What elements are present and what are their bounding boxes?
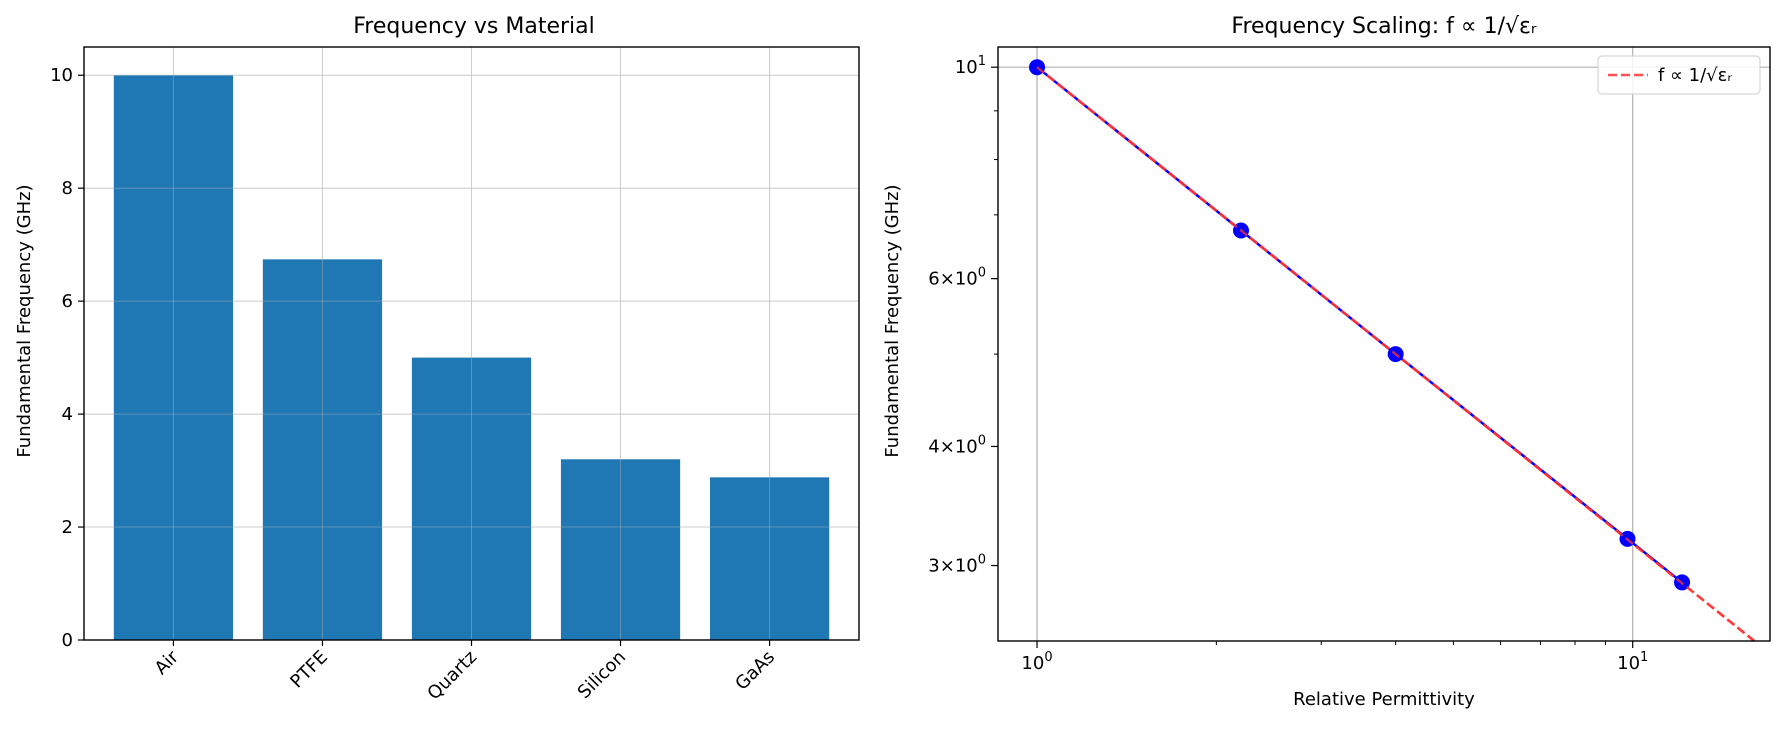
line-chart-title: Frequency Scaling: f ∝ 1/√εᵣ bbox=[1231, 14, 1536, 39]
line-chart-y-axis-label: Fundamental Frequency (GHz) bbox=[882, 184, 903, 457]
bar-chart-x-tick-label: Silicon bbox=[574, 647, 630, 703]
tick-base: 10 bbox=[955, 556, 978, 577]
tick-exponent: 0 bbox=[978, 433, 986, 448]
bar-chart: Frequency vs Material Fundamental Freque… bbox=[14, 14, 860, 705]
line-chart-legend: f ∝ 1/√εᵣ bbox=[1597, 55, 1761, 95]
line-chart-frame bbox=[997, 46, 1771, 642]
line-chart-x-tick-label: 100 bbox=[1021, 650, 1052, 674]
bar-quartz bbox=[411, 357, 532, 640]
bar-chart-y-tick-label: 6 bbox=[62, 291, 73, 312]
line-chart-series bbox=[1029, 59, 1756, 642]
tick-exponent: 0 bbox=[978, 266, 986, 281]
bar-chart-y-axis-label: Fundamental Frequency (GHz) bbox=[14, 184, 35, 457]
line-chart-y-tick-label: 3×100 bbox=[928, 553, 986, 577]
bar-chart-y-tick-label: 4 bbox=[62, 404, 73, 425]
bar-chart-x-tick-label: GaAs bbox=[731, 647, 779, 695]
tick-base: 10 bbox=[955, 436, 978, 457]
tick-mantissa: 6 bbox=[928, 269, 939, 290]
bar-chart-x-tick-label: Air bbox=[151, 646, 184, 679]
line-chart-x-axis-label: Relative Permittivity bbox=[1293, 689, 1475, 710]
bar-chart-bars bbox=[84, 47, 859, 641]
tick-mantissa: 4 bbox=[928, 436, 939, 457]
tick-exponent: 1 bbox=[1640, 650, 1648, 665]
bar-chart-x-tick-label: PTFE bbox=[286, 647, 332, 693]
legend-box bbox=[1597, 55, 1761, 95]
line-chart-x-tick-label: 101 bbox=[1617, 650, 1648, 674]
bar-chart-y-tick-label: 2 bbox=[62, 517, 73, 538]
tick-mantissa: 3 bbox=[928, 556, 939, 577]
line-chart-y-tick-label: 4×100 bbox=[928, 433, 986, 457]
tick-base: 10 bbox=[955, 269, 978, 290]
bar-chart-y-tick-label: 0 bbox=[62, 630, 73, 651]
bar-chart-y-tick-label: 8 bbox=[62, 178, 73, 199]
tick-times: × bbox=[940, 556, 955, 577]
tick-base: 10 bbox=[1021, 653, 1044, 674]
line-chart: Frequency Scaling: f ∝ 1/√εᵣ Fundamental… bbox=[882, 14, 1771, 710]
line-chart-y-tick-label: 6×100 bbox=[928, 266, 986, 290]
bar-chart-y-tick-label: 10 bbox=[50, 65, 73, 86]
line-chart-fit-line-overlay bbox=[1036, 66, 1756, 642]
bar-silicon bbox=[560, 459, 681, 640]
tick-times: × bbox=[940, 269, 955, 290]
tick-times: × bbox=[940, 436, 955, 457]
bar-gaas bbox=[709, 477, 830, 640]
tick-exponent: 1 bbox=[978, 54, 986, 69]
tick-base: 10 bbox=[1617, 653, 1640, 674]
tick-base: 10 bbox=[955, 57, 978, 78]
tick-exponent: 0 bbox=[978, 553, 986, 568]
bar-chart-x-tick-label: Quartz bbox=[423, 647, 481, 705]
bar-air bbox=[113, 75, 234, 640]
bar-chart-title: Frequency vs Material bbox=[353, 14, 595, 39]
tick-exponent: 0 bbox=[1044, 650, 1052, 665]
bar-ptfe bbox=[262, 259, 383, 640]
legend-label: f ∝ 1/√εᵣ bbox=[1658, 65, 1732, 86]
line-chart-y-tick-label: 101 bbox=[955, 54, 986, 78]
